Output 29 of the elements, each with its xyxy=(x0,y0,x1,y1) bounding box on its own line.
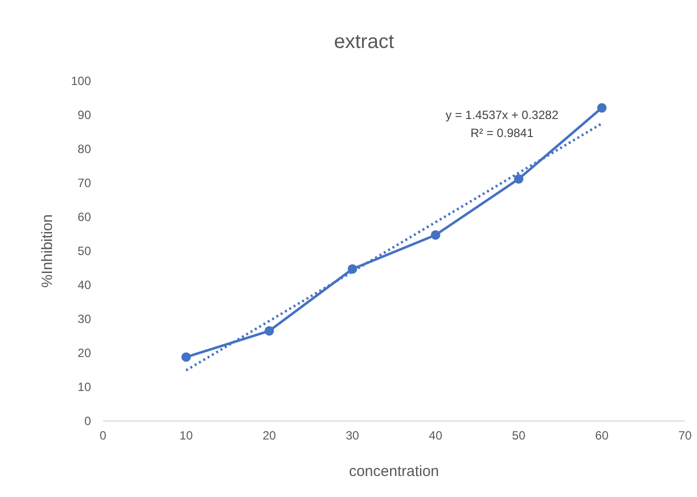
x-tick-label: 50 xyxy=(512,428,526,443)
point xyxy=(264,326,274,336)
x-tick-label: 10 xyxy=(179,428,194,443)
y-tick-label: 70 xyxy=(78,176,92,190)
point xyxy=(597,103,607,113)
x-tick-label: 30 xyxy=(346,428,360,443)
y-tick-label: 60 xyxy=(78,210,92,224)
y-tick-label: 80 xyxy=(78,142,92,156)
chart-title: extract xyxy=(334,31,394,53)
x-tick-label: 40 xyxy=(428,428,443,443)
y-tick-label: 90 xyxy=(78,108,92,122)
point xyxy=(430,230,440,240)
annotation: y = 1.4537x + 0.3282 xyxy=(446,108,559,122)
point xyxy=(181,352,191,362)
y-tick-label: 100 xyxy=(70,74,92,88)
x-tick-label: 70 xyxy=(678,428,692,443)
y-tick-label: 40 xyxy=(78,278,92,292)
y-tick-label: 20 xyxy=(78,346,92,360)
annotation: R² = 0.9841 xyxy=(470,126,534,140)
point xyxy=(514,174,524,184)
y-tick-label: 30 xyxy=(78,312,92,326)
y-tick-label: 50 xyxy=(78,244,92,258)
x-tick-label: 0 xyxy=(100,428,107,443)
x-tick-label: 20 xyxy=(262,428,276,443)
x-tick-label: 60 xyxy=(595,428,609,443)
y-tick-label: 0 xyxy=(84,414,92,428)
x-axis-title: concentration xyxy=(348,463,440,480)
y-axis-title: %Inhibition xyxy=(39,214,56,288)
y-tick-label: 10 xyxy=(78,380,92,394)
